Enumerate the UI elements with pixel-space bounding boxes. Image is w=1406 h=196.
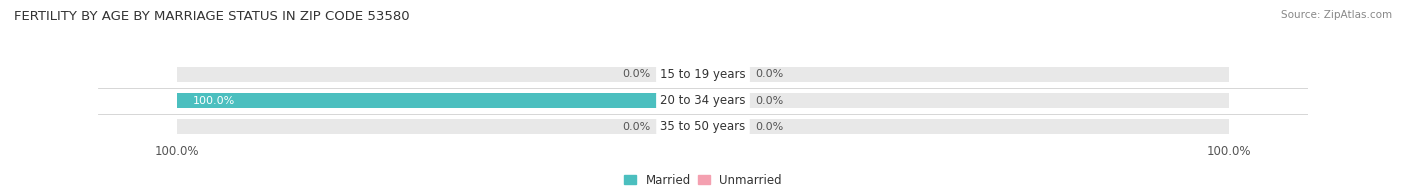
Text: 100.0%: 100.0% xyxy=(193,96,235,106)
Bar xyxy=(703,67,745,82)
Text: 20 to 34 years: 20 to 34 years xyxy=(661,94,745,107)
Bar xyxy=(703,119,745,134)
Bar xyxy=(661,119,703,134)
Bar xyxy=(177,119,1229,134)
Legend: Married, Unmarried: Married, Unmarried xyxy=(620,169,786,191)
Text: 35 to 50 years: 35 to 50 years xyxy=(661,120,745,133)
Text: 0.0%: 0.0% xyxy=(755,69,783,80)
Bar xyxy=(703,93,745,108)
Text: 15 to 19 years: 15 to 19 years xyxy=(661,68,745,81)
Text: 0.0%: 0.0% xyxy=(755,96,783,106)
Bar xyxy=(177,93,1229,108)
Text: 0.0%: 0.0% xyxy=(755,122,783,132)
Text: FERTILITY BY AGE BY MARRIAGE STATUS IN ZIP CODE 53580: FERTILITY BY AGE BY MARRIAGE STATUS IN Z… xyxy=(14,10,409,23)
Text: Source: ZipAtlas.com: Source: ZipAtlas.com xyxy=(1281,10,1392,20)
Bar xyxy=(177,93,703,108)
Text: 0.0%: 0.0% xyxy=(623,122,651,132)
Text: 0.0%: 0.0% xyxy=(623,69,651,80)
Bar xyxy=(661,67,703,82)
Bar xyxy=(177,67,1229,82)
